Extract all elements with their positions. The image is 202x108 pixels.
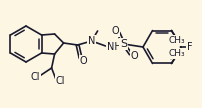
Text: NH: NH	[107, 42, 121, 52]
Text: Cl: Cl	[31, 72, 40, 82]
Text: F: F	[187, 42, 193, 52]
Text: O: O	[112, 26, 119, 36]
Text: CH₃: CH₃	[168, 36, 185, 45]
Text: S: S	[120, 39, 127, 49]
Text: O: O	[80, 56, 87, 66]
Text: O: O	[131, 51, 138, 61]
Text: Cl: Cl	[56, 76, 65, 86]
Text: CH₃: CH₃	[168, 49, 185, 58]
Text: N: N	[88, 36, 95, 46]
